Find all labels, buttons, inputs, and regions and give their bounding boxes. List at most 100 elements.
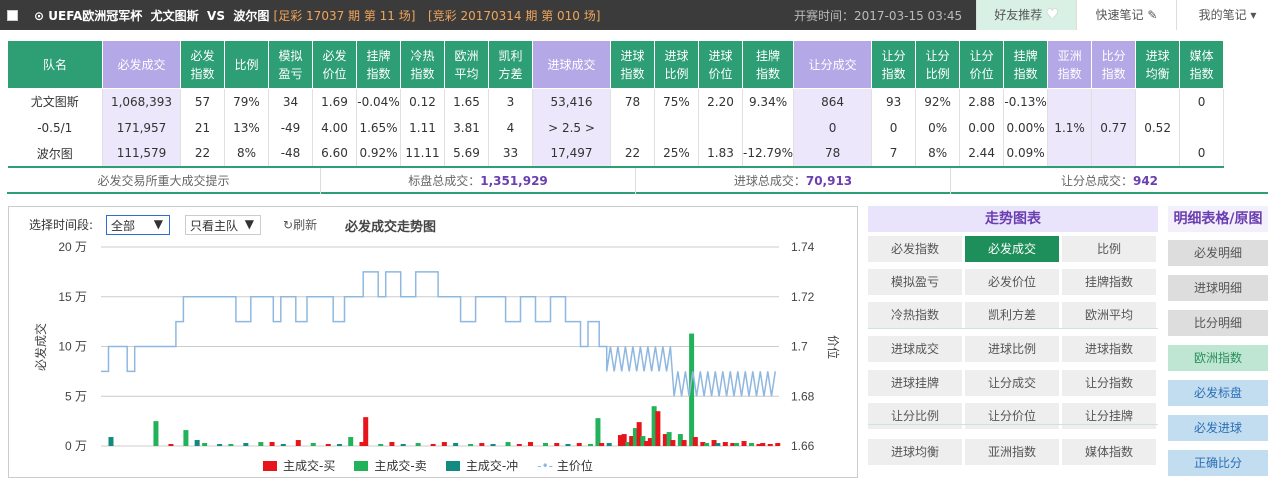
summary-goal: 进球总成交：70,913 bbox=[636, 168, 951, 194]
trend-button[interactable]: 比例 bbox=[1062, 236, 1156, 262]
friend-recommend-button[interactable]: 好友推荐 ♥ bbox=[976, 0, 1076, 30]
trend-button[interactable]: 模拟盈亏 bbox=[868, 269, 962, 295]
refresh-label: 刷新 bbox=[293, 218, 318, 232]
col-header: 进球 指数 bbox=[610, 40, 655, 89]
summary-goal-value: 70,913 bbox=[805, 174, 853, 188]
period-select[interactable]: 全部 ▼ bbox=[106, 215, 170, 235]
col-header: 让分 比例 bbox=[915, 40, 961, 89]
table-cell: > 2.5 > bbox=[532, 114, 611, 141]
legend-rush: 主成交-冲 bbox=[445, 459, 519, 473]
detail-button[interactable]: 欧洲指数 bbox=[1168, 345, 1268, 371]
col-header: 媒体 指数 bbox=[1179, 40, 1225, 89]
chart-title: 必发成交走势图 bbox=[345, 220, 437, 235]
detail-button[interactable]: 必发进球 bbox=[1168, 415, 1268, 441]
detail-panel: 明细表格/原图 必发明细 进球明细 比分明细 欧洲指数 必发标盘 必发进球 正确比分 bbox=[1168, 206, 1268, 482]
trend-button[interactable]: 亚洲指数 bbox=[965, 439, 1059, 465]
summary-hc-label: 让分总成交： bbox=[1060, 174, 1133, 188]
open-time: 开赛时间：2017-03-15 03:45 bbox=[794, 9, 963, 23]
trend-button[interactable]: 进球均衡 bbox=[868, 439, 962, 465]
col-header: 挂牌 指数 bbox=[356, 40, 401, 89]
table-cell bbox=[1047, 88, 1093, 115]
volume-bar bbox=[453, 443, 459, 446]
quick-note-button[interactable]: 快速笔记 ✎ bbox=[1076, 0, 1176, 30]
legend-price: -•- 主价位 bbox=[537, 459, 593, 473]
volume-bar bbox=[734, 443, 740, 446]
table-cell: 0.52 bbox=[1135, 114, 1181, 141]
col-header: 进球 比例 bbox=[654, 40, 699, 89]
col-header: 亚洲 指数 bbox=[1047, 40, 1093, 89]
col-header: 让分 指数 bbox=[871, 40, 917, 89]
my-notes-button[interactable]: 我的笔记 ▾ bbox=[1176, 0, 1278, 30]
volume-bar bbox=[587, 444, 593, 446]
right-tick-label: 1.72 bbox=[791, 290, 815, 304]
trend-button[interactable]: 必发价位 bbox=[965, 269, 1059, 295]
y2-axis-label: 价位 bbox=[826, 335, 841, 359]
col-header: 进球 价位 bbox=[698, 40, 743, 89]
col-header: 模拟 盈亏 bbox=[268, 40, 313, 89]
trend-button[interactable]: 让分指数 bbox=[1062, 370, 1156, 396]
volume-bar bbox=[621, 434, 627, 446]
volume-bar bbox=[681, 440, 687, 446]
volume-bar bbox=[389, 442, 395, 446]
refresh-button[interactable]: ↻刷新 bbox=[283, 216, 317, 233]
col-header: 挂牌 指数 bbox=[741, 40, 795, 89]
table-cell: 9.34% bbox=[742, 88, 795, 115]
volume-bar bbox=[655, 411, 661, 446]
detail-button[interactable]: 必发明细 bbox=[1168, 240, 1268, 266]
trend-button[interactable]: 让分挂牌 bbox=[1062, 403, 1156, 429]
trend-button[interactable]: 欧洲平均 bbox=[1062, 302, 1156, 328]
trend-button[interactable]: 冷热指数 bbox=[868, 302, 962, 328]
trend-button[interactable]: 凯利方差 bbox=[965, 302, 1059, 328]
volume-bar bbox=[576, 443, 582, 446]
summary-total: 标盘总成交：1,351,929 bbox=[321, 168, 636, 194]
trend-button[interactable]: 必发指数 bbox=[868, 236, 962, 262]
volume-bar bbox=[359, 442, 365, 446]
detail-button[interactable]: 必发标盘 bbox=[1168, 380, 1268, 406]
table-cell: 6.60 bbox=[312, 140, 357, 168]
table-cell: 1,068,393 bbox=[102, 88, 181, 115]
legend-rush-label: 主成交-冲 bbox=[465, 459, 519, 473]
col-header: 进球成交 bbox=[532, 40, 611, 89]
table-cell bbox=[1091, 140, 1137, 168]
trend-button[interactable]: 进球比例 bbox=[965, 336, 1059, 362]
volume-bar bbox=[348, 437, 354, 446]
table-cell: 7 bbox=[871, 140, 917, 168]
table-cell: 0.00 bbox=[959, 114, 1005, 141]
volume-bar bbox=[554, 443, 560, 446]
detail-button[interactable]: 正确比分 bbox=[1168, 450, 1268, 476]
table-cell: -49 bbox=[268, 114, 313, 141]
table-cell: 5.69 bbox=[444, 140, 489, 168]
table-cell: 171,957 bbox=[102, 114, 181, 141]
col-header: 欧洲 平均 bbox=[444, 40, 489, 89]
trend-button[interactable]: 让分成交 bbox=[965, 370, 1059, 396]
col-header: 必发 指数 bbox=[180, 40, 225, 89]
trend-button[interactable]: 进球成交 bbox=[868, 336, 962, 362]
volume-bar bbox=[295, 440, 301, 446]
trend-button[interactable]: 媒体指数 bbox=[1062, 439, 1156, 465]
trend-button[interactable]: 进球指数 bbox=[1062, 336, 1156, 362]
detail-button[interactable]: 比分明细 bbox=[1168, 310, 1268, 336]
trend-button[interactable]: 让分比例 bbox=[868, 403, 962, 429]
table-cell: 57 bbox=[180, 88, 225, 115]
table-cell: 0 bbox=[871, 114, 917, 141]
trend-button[interactable]: 必发成交 bbox=[965, 236, 1059, 262]
match-title: ⊙ UEFA欧洲冠军杯 尤文图斯 VS 波尔图 [足彩 17037 期 第 11… bbox=[34, 7, 600, 24]
select-checkbox[interactable] bbox=[7, 10, 18, 21]
trend-button[interactable]: 让分价位 bbox=[965, 403, 1059, 429]
zucai-label: [足彩 17037 期 第 11 场] bbox=[273, 9, 416, 23]
team-select[interactable]: 只看主队 ▼ bbox=[185, 215, 261, 235]
price-line bbox=[101, 271, 777, 397]
volume-bar bbox=[632, 428, 638, 446]
volume-bar bbox=[565, 444, 571, 446]
table-cell: 11.11 bbox=[400, 140, 445, 168]
trend-button[interactable]: 挂牌指数 bbox=[1062, 269, 1156, 295]
detail-button[interactable]: 进球明细 bbox=[1168, 275, 1268, 301]
summary-hint: 必发交易所重大成交提示 bbox=[7, 168, 321, 194]
volume-bar bbox=[228, 444, 234, 446]
col-header: 凯利 方差 bbox=[488, 40, 533, 89]
volume-bar bbox=[677, 434, 683, 446]
volume-bar bbox=[715, 443, 721, 446]
col-header: 比例 bbox=[224, 40, 269, 89]
league-name: UEFA欧洲冠军杯 bbox=[48, 9, 143, 23]
trend-button[interactable]: 进球挂牌 bbox=[868, 370, 962, 396]
